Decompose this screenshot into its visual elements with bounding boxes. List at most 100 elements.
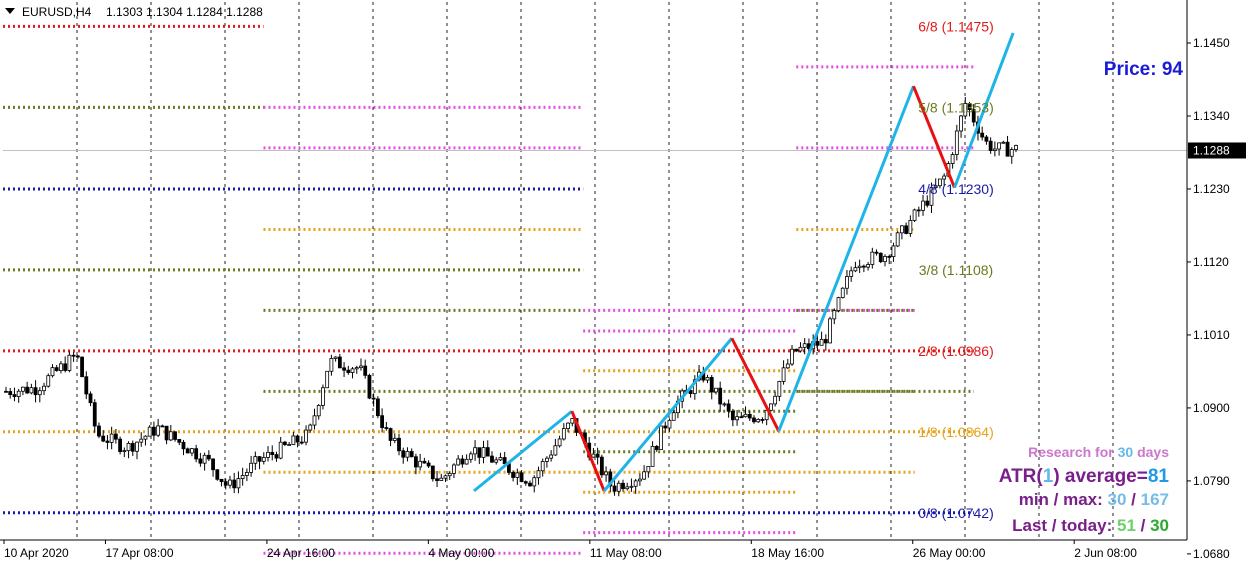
candle-body	[304, 429, 308, 443]
x-tick-label: 10 Apr 2020	[4, 546, 69, 560]
candle-body	[21, 386, 25, 392]
candle-body	[781, 367, 786, 382]
candle-body	[785, 363, 790, 369]
x-tick-label: 18 May 16:00	[751, 546, 824, 560]
candle-body	[984, 136, 989, 142]
candle-body	[80, 356, 84, 378]
candle-body	[447, 472, 452, 477]
candle-body	[37, 390, 42, 396]
x-tick-label: 24 Apr 16:00	[267, 546, 335, 560]
candle-body	[468, 453, 473, 460]
candle-body	[549, 454, 554, 459]
candle-body	[363, 365, 368, 376]
candle-body	[405, 451, 410, 458]
candle-body	[88, 393, 93, 404]
candle-body	[219, 478, 224, 483]
candle-body	[308, 424, 313, 431]
candle-body	[350, 368, 355, 373]
y-tick-label: 1.0900	[1193, 401, 1230, 415]
candle-body	[409, 451, 414, 458]
candle-body	[375, 398, 380, 417]
candle-body	[861, 265, 866, 268]
candle-body	[75, 355, 80, 358]
candle-body	[109, 433, 114, 443]
candle-body	[671, 412, 676, 421]
candle-body	[333, 356, 338, 359]
candle-body	[71, 354, 76, 357]
candle-body	[113, 433, 118, 440]
candle-body	[663, 425, 668, 429]
candle-body	[473, 447, 477, 455]
candle-body	[798, 346, 803, 352]
candle-body	[1009, 149, 1014, 157]
candle-body	[709, 377, 714, 393]
x-tick-label: 4 May 00:00	[428, 546, 494, 560]
candle-body	[321, 387, 325, 406]
candle-body	[891, 245, 896, 258]
candle-body	[528, 482, 532, 487]
candle-body	[16, 390, 21, 397]
candle-body	[25, 386, 30, 394]
candle-body	[714, 387, 718, 393]
candle-body	[591, 453, 596, 458]
y-tick-label: 1.1230	[1193, 182, 1230, 196]
zigzag-segment	[473, 410, 573, 493]
candle-body	[177, 439, 182, 443]
current-price-tag	[1188, 142, 1246, 159]
candle-body	[819, 338, 824, 346]
candle-body	[139, 438, 144, 443]
candle-body	[730, 410, 735, 421]
symbol-dropdown-icon[interactable]	[5, 8, 15, 14]
candle-body	[84, 376, 89, 395]
candle-body	[354, 367, 359, 370]
candle-body	[105, 440, 110, 443]
candle-body	[12, 394, 17, 397]
candle-body	[878, 252, 883, 263]
candle-body	[295, 435, 300, 443]
candle-body	[274, 454, 279, 459]
candle-body	[828, 318, 832, 344]
candle-body	[92, 402, 97, 427]
candle-body	[853, 267, 858, 272]
current-price-tag-label: 1.1288	[1193, 143, 1230, 157]
candle-body	[883, 256, 887, 263]
candle-body	[42, 385, 46, 392]
candle-body	[536, 470, 541, 479]
candle-body	[904, 225, 909, 234]
candle-body	[452, 464, 456, 474]
candle-body	[621, 482, 625, 490]
y-tick-label: 1.1340	[1193, 109, 1230, 123]
candle-body	[325, 370, 330, 389]
candle-body	[194, 448, 199, 460]
candle-body	[523, 481, 528, 484]
candle-body	[718, 387, 723, 405]
x-tick-label: 26 May 00:00	[913, 546, 986, 560]
candle-body	[997, 142, 1001, 150]
murrey-level-label: 5/8 (1.1353)	[918, 99, 994, 115]
candle-body	[545, 457, 549, 462]
research-line: Research for 30 days	[1028, 444, 1169, 460]
candle-body	[185, 448, 190, 454]
candle-body	[747, 413, 752, 419]
candle-body	[760, 419, 765, 421]
candle-body	[692, 379, 697, 395]
candle-body	[519, 472, 524, 483]
candle-body	[815, 341, 820, 346]
candle-body	[942, 175, 947, 180]
candle-body	[33, 387, 38, 396]
candle-body	[768, 403, 773, 411]
candle-body	[608, 471, 613, 487]
candle-body	[874, 251, 879, 254]
y-tick-label: 1.1120	[1193, 255, 1229, 269]
candle-body	[464, 458, 469, 465]
zigzag-segment	[777, 85, 915, 432]
candle-body	[515, 472, 520, 478]
candle-body	[384, 427, 389, 429]
zigzag-segment	[602, 337, 733, 492]
candle-body	[147, 426, 152, 437]
y-tick-label: 1.0680	[1193, 547, 1230, 561]
candle-body	[160, 425, 165, 428]
candle-body	[414, 456, 418, 468]
candle-body	[612, 485, 617, 492]
